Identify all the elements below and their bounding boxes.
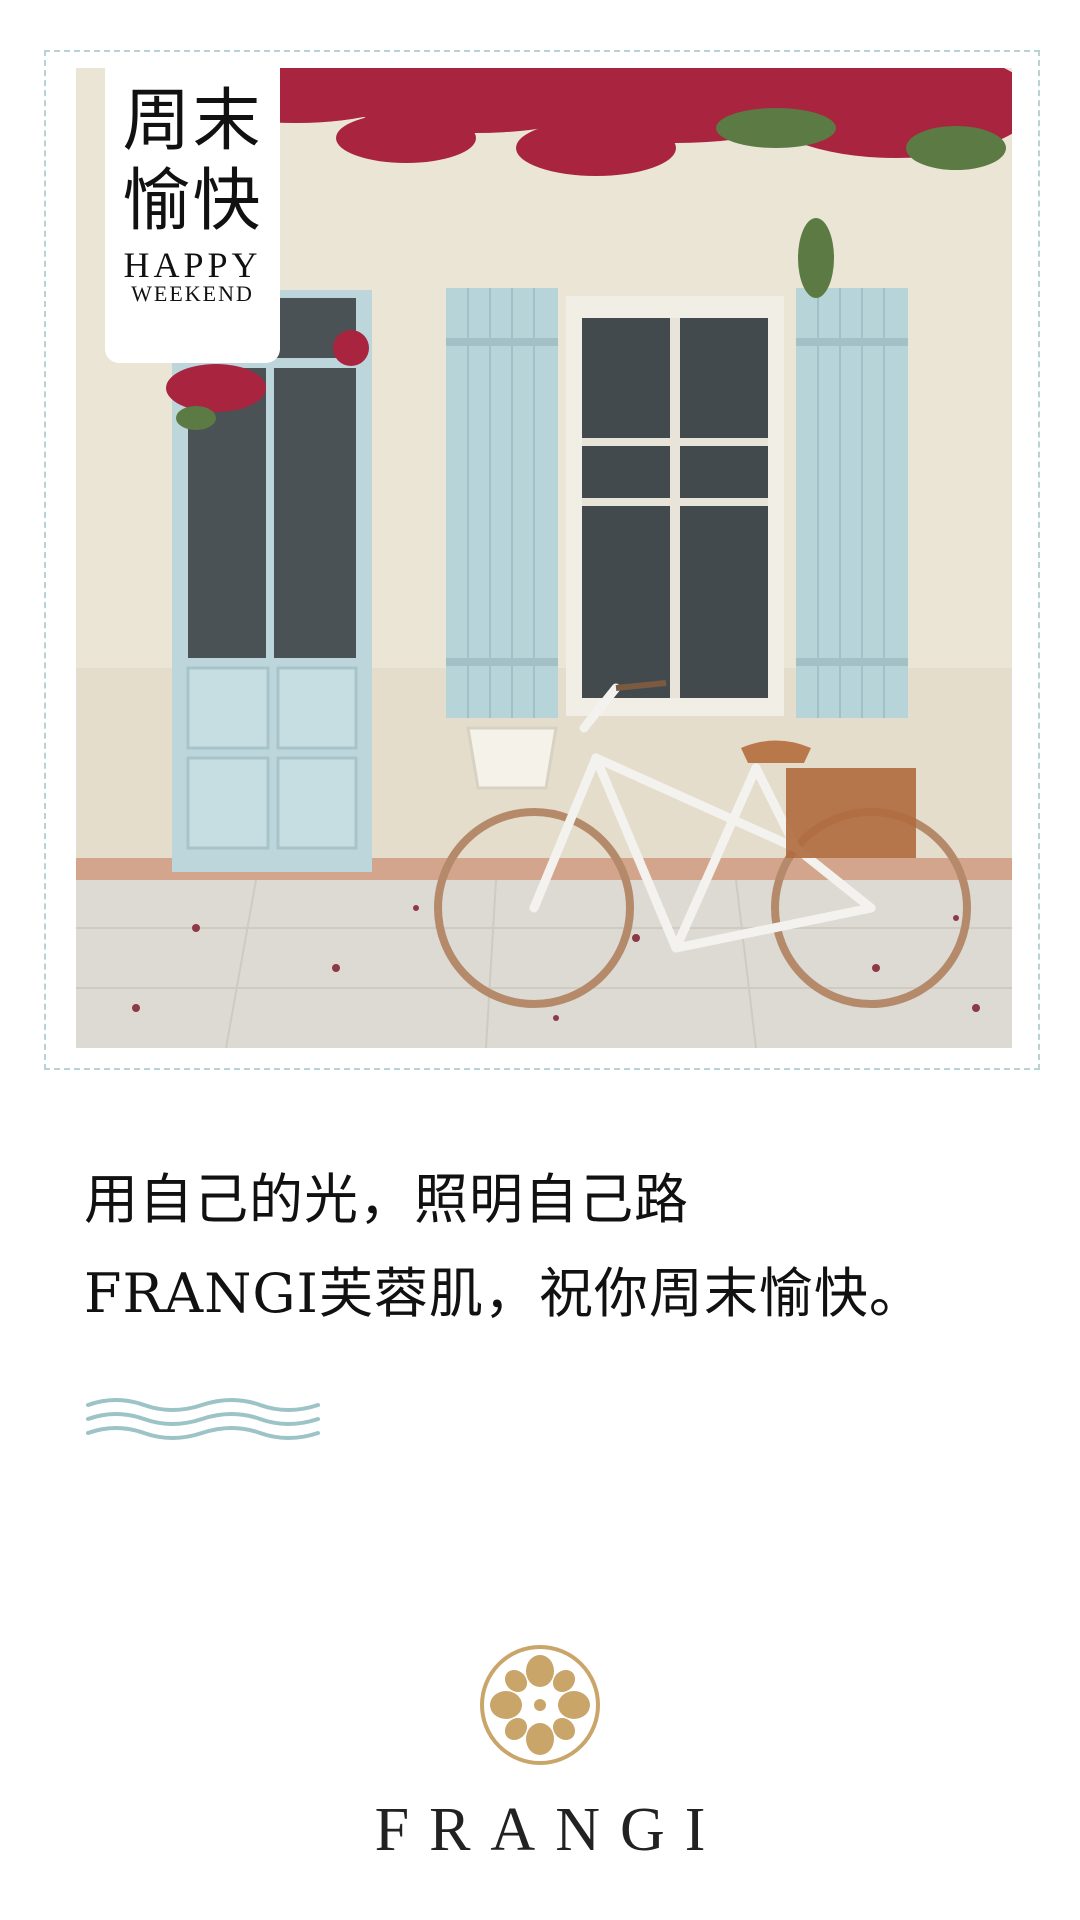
badge-title-line2: 愉快 bbox=[122, 162, 263, 241]
message-line-1: 用自己的光，照明自己路 bbox=[84, 1168, 689, 1231]
greeting-message: 用自己的光，照明自己路 FRANGI芙蓉肌，祝你周末愉快。 bbox=[84, 1170, 1004, 1358]
photo-frame bbox=[44, 50, 1040, 1070]
fleur-emblem-icon bbox=[480, 1645, 600, 1765]
badge-subtitle-happy: HAPPY bbox=[123, 245, 262, 285]
brand-name: FRANGI bbox=[374, 1796, 726, 1864]
happy-weekend-badge: 周末 愉快 HAPPY WEEKEND bbox=[105, 68, 280, 363]
badge-subtitle-weekend: WEEKEND bbox=[131, 281, 254, 306]
message-line-2: FRANGI芙蓉肌，祝你周末愉快。 bbox=[84, 1262, 924, 1325]
wave-divider-icon bbox=[86, 1398, 320, 1440]
badge-title-line1: 周末 bbox=[122, 82, 263, 161]
